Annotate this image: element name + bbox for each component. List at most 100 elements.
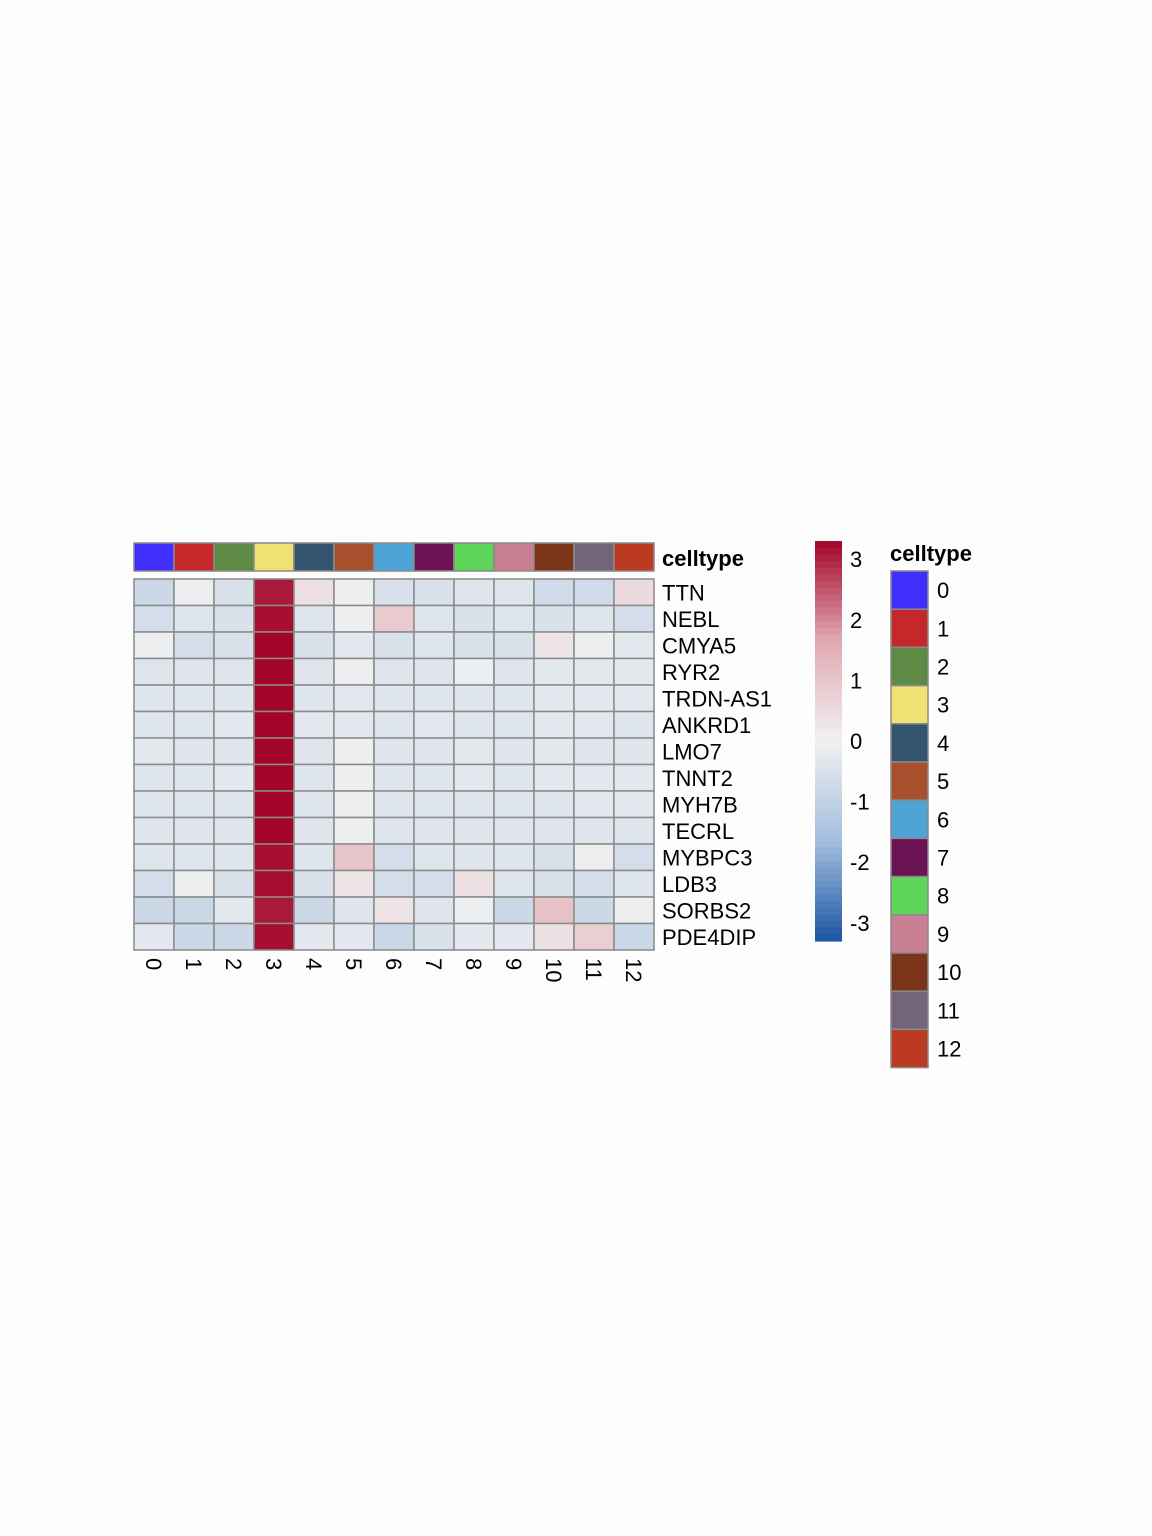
heatmap-cell bbox=[333, 604, 375, 633]
annotation-cell-2 bbox=[213, 542, 255, 572]
colorbar-step bbox=[815, 834, 842, 842]
heatmap-cell bbox=[213, 896, 255, 925]
heatmap-cell bbox=[493, 922, 535, 951]
heatmap-cell bbox=[453, 710, 495, 739]
heatmap-cell bbox=[573, 816, 615, 845]
heatmap-cell bbox=[253, 657, 295, 686]
colorbar-tick-label: -3 bbox=[850, 911, 870, 936]
heatmap-cell bbox=[453, 737, 495, 766]
colorbar-step bbox=[815, 707, 842, 715]
heatmap-cell bbox=[133, 604, 175, 633]
colorbar-step bbox=[815, 554, 842, 562]
colorbar-step bbox=[815, 914, 842, 922]
colorbar-step bbox=[815, 681, 842, 689]
heatmap-cell bbox=[573, 710, 615, 739]
heatmap-cell bbox=[533, 896, 575, 925]
column-label: 6 bbox=[381, 958, 406, 970]
legend-swatch-2 bbox=[890, 646, 929, 687]
heatmap-cell bbox=[173, 631, 215, 660]
colorbar-step bbox=[815, 934, 842, 942]
colorbar-step bbox=[815, 887, 842, 895]
colorbar-step bbox=[815, 881, 842, 889]
heatmap-cell bbox=[253, 790, 295, 819]
column-label: 3 bbox=[261, 958, 286, 970]
colorbar-step bbox=[815, 541, 842, 549]
legend-swatch-10 bbox=[890, 952, 929, 992]
heatmap-cell bbox=[413, 684, 455, 713]
heatmap-cell bbox=[413, 631, 455, 660]
legend-label: 10 bbox=[937, 960, 961, 985]
annotation-cell-5 bbox=[333, 542, 375, 572]
heatmap-cell bbox=[293, 896, 335, 925]
heatmap-cell bbox=[293, 737, 335, 766]
row-label: ANKRD1 bbox=[662, 713, 751, 738]
colorbar-tick-label: 2 bbox=[850, 608, 862, 633]
heatmap-cell bbox=[533, 578, 575, 607]
column-labels: 0 1 2 3 4 5 6 7 8 9 10 11 12 bbox=[141, 958, 646, 982]
heatmap-cell bbox=[573, 843, 615, 872]
heatmap-cell bbox=[613, 843, 655, 872]
colorbar-step bbox=[815, 787, 842, 795]
celltype-annotation-bar bbox=[133, 542, 655, 572]
colorbar-step bbox=[815, 754, 842, 762]
heatmap-cell bbox=[373, 578, 415, 607]
row-label: TTN bbox=[662, 580, 705, 605]
legend-swatch-11 bbox=[890, 990, 929, 1031]
heatmap-cell bbox=[173, 657, 215, 686]
heatmap-cell bbox=[253, 763, 295, 792]
heatmap-cell bbox=[253, 816, 295, 845]
colorbar-step bbox=[815, 607, 842, 615]
heatmap-cell bbox=[533, 631, 575, 660]
colorbar-tick-label: -2 bbox=[850, 850, 870, 875]
colorbar-step bbox=[815, 734, 842, 742]
heatmap-cell bbox=[413, 604, 455, 633]
heatmap-cell bbox=[573, 578, 615, 607]
heatmap-cell bbox=[493, 896, 535, 925]
heatmap-cell bbox=[613, 869, 655, 898]
heatmap-cell bbox=[133, 631, 175, 660]
heatmap-cell bbox=[293, 578, 335, 607]
legend-label: 11 bbox=[937, 998, 960, 1023]
colorbar-step bbox=[815, 601, 842, 609]
colorbar-step bbox=[815, 821, 842, 829]
heatmap-cell bbox=[373, 763, 415, 792]
heatmap-cell bbox=[413, 737, 455, 766]
heatmap-cell bbox=[373, 816, 415, 845]
heatmap-cell bbox=[493, 710, 535, 739]
colorbar-step bbox=[815, 727, 842, 735]
colorbar-step bbox=[815, 894, 842, 902]
heatmap-cell bbox=[293, 922, 335, 951]
heatmap-cell bbox=[293, 790, 335, 819]
column-label: 11 bbox=[581, 958, 606, 981]
heatmap-cell bbox=[613, 816, 655, 845]
heatmap-cell bbox=[293, 869, 335, 898]
legend-swatch-1 bbox=[890, 608, 929, 649]
annotation-cell-12 bbox=[613, 542, 655, 572]
heatmap-cell bbox=[213, 869, 255, 898]
colorbar-step bbox=[815, 714, 842, 722]
colorbar-step bbox=[815, 854, 842, 862]
heatmap-cell bbox=[253, 869, 295, 898]
heatmap-cell bbox=[533, 737, 575, 766]
row-label: CMYA5 bbox=[662, 633, 736, 658]
legend-swatch-6 bbox=[890, 799, 929, 840]
heatmap-cell bbox=[333, 657, 375, 686]
heatmap-grid bbox=[133, 578, 655, 951]
colorbar-step bbox=[815, 907, 842, 915]
heatmap-cell bbox=[573, 604, 615, 633]
row-label: MYH7B bbox=[662, 792, 738, 817]
colorbar-step bbox=[815, 747, 842, 755]
heatmap-cell bbox=[213, 816, 255, 845]
legend-label: 7 bbox=[937, 846, 949, 871]
heatmap-cell bbox=[333, 816, 375, 845]
column-label: 2 bbox=[221, 958, 246, 970]
colorbar-tick-label: 3 bbox=[850, 547, 862, 572]
heatmap-cell bbox=[493, 790, 535, 819]
heatmap-cell bbox=[293, 816, 335, 845]
heatmap-cell bbox=[133, 922, 175, 951]
heatmap-cell bbox=[293, 710, 335, 739]
annotation-cell-3 bbox=[253, 542, 295, 572]
heatmap-cell bbox=[253, 896, 295, 925]
colorbar-step bbox=[815, 701, 842, 709]
